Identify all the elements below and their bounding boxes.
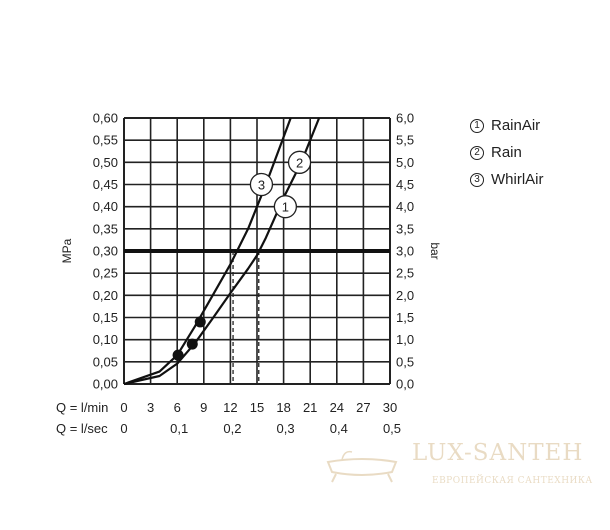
x-axis-title-lsec: Q = l/sec	[56, 421, 108, 436]
right-tick-label: 0,5	[396, 354, 414, 369]
legend-marker-1: 1	[470, 118, 484, 133]
x-tick-label-lmin: 0	[120, 400, 127, 415]
left-tick-label: 0,20	[93, 288, 118, 303]
left-tick-label: 0,60	[93, 111, 118, 126]
left-tick-label: 0,35	[93, 221, 118, 236]
legend-marker-3: 3	[470, 172, 484, 187]
curve-label-circle	[273, 195, 298, 219]
x-tick-label-lsec: 0,4	[330, 421, 348, 436]
right-tick-label: 3,5	[396, 221, 414, 236]
right-tick-label: 2,0	[396, 288, 414, 303]
x-tick-label-lmin: 18	[276, 400, 290, 415]
operating-point	[194, 316, 206, 328]
curve-label-1: 1	[282, 200, 289, 215]
curve-label-circle	[249, 172, 274, 197]
right-tick-label: 2,5	[396, 266, 414, 281]
right-tick-label: 4,5	[396, 177, 414, 192]
right-tick-label: 1,0	[396, 332, 414, 347]
operating-points	[172, 316, 206, 361]
x-tick-label-lmin: 21	[303, 400, 317, 415]
curve-label-3: 3	[258, 178, 265, 193]
legend-label-rain: Rain	[491, 144, 522, 161]
x-tick-label-lmin: 3	[147, 400, 154, 415]
curve-rainair-rain	[123, 117, 321, 386]
legend-item-whirlair: 3 WhirlAir	[470, 166, 544, 193]
left-tick-label: 0,25	[93, 266, 118, 281]
bathtub-icon	[326, 450, 398, 483]
operating-point	[186, 338, 198, 350]
x-tick-label-lmin: 24	[330, 400, 344, 415]
right-axis-title: bar	[428, 242, 442, 259]
right-tick-label: 4,0	[396, 199, 414, 214]
x-tick-label-lsec: 0,2	[223, 421, 241, 436]
curve-labels: 1 2 3	[249, 150, 312, 219]
left-tick-label: 0,10	[93, 332, 118, 347]
legend-item-rain: 2 Rain	[470, 139, 544, 166]
legend: 1 RainAir 2 Rain 3 WhirlAir	[470, 112, 544, 193]
right-tick-label: 6,0	[396, 111, 414, 126]
left-tick-label: 0,40	[93, 199, 118, 214]
legend-item-rainair: 1 RainAir	[470, 112, 544, 139]
legend-label-rainair: RainAir	[491, 117, 541, 134]
left-tick-label: 0,30	[93, 244, 118, 259]
x-tick-label-lmin: 15	[250, 400, 264, 415]
x-tick-label-lmin: 27	[356, 400, 370, 415]
curves	[123, 117, 321, 386]
left-axis-title: MPa	[60, 238, 74, 263]
left-tick-label: 0,05	[93, 354, 118, 369]
right-tick-label: 3,0	[396, 244, 414, 259]
left-tick-label: 0,00	[93, 377, 118, 392]
x-tick-label-lsec: 0,3	[277, 421, 295, 436]
x-tick-label-lmin: 12	[223, 400, 237, 415]
x-axis-title-lmin: Q = l/min	[56, 400, 108, 415]
x-tick-label-lmin: 6	[174, 400, 181, 415]
watermark: LUX-SANTEH ЕВРОПЕЙСКАЯ САНТЕХНИКА	[322, 438, 597, 498]
reference-line-group	[124, 249, 390, 384]
curve-label-2: 2	[296, 155, 303, 170]
left-tick-label: 0,15	[93, 310, 118, 325]
x-tick-label-lsec: 0	[120, 421, 127, 436]
curve-whirlair	[123, 117, 292, 386]
left-tick-label: 0,55	[93, 133, 118, 148]
tick-labels: 0,000,050,100,150,200,250,300,350,400,45…	[93, 111, 414, 437]
legend-marker-2: 2	[470, 145, 484, 160]
left-tick-label: 0,45	[93, 177, 118, 192]
x-tick-label-lmin: 30	[383, 400, 397, 415]
right-tick-label: 1,5	[396, 310, 414, 325]
left-tick-label: 0,50	[93, 155, 118, 170]
watermark-text: LUX-SANTEH	[412, 440, 584, 466]
axis-titles: MPa bar Q = l/min Q = l/sec	[56, 238, 442, 436]
x-tick-label-lmin: 9	[200, 400, 207, 415]
watermark-subtitle: ЕВРОПЕЙСКАЯ САНТЕХНИКА	[432, 476, 593, 486]
right-tick-label: 5,5	[396, 133, 414, 148]
right-tick-label: 5,0	[396, 155, 414, 170]
legend-label-whirlair: WhirlAir	[491, 171, 544, 188]
right-tick-label: 0,0	[396, 377, 414, 392]
operating-point	[172, 349, 184, 361]
curve-label-circle	[287, 150, 312, 174]
x-tick-label-lsec: 0,5	[383, 421, 401, 436]
x-tick-label-lsec: 0,1	[170, 421, 188, 436]
